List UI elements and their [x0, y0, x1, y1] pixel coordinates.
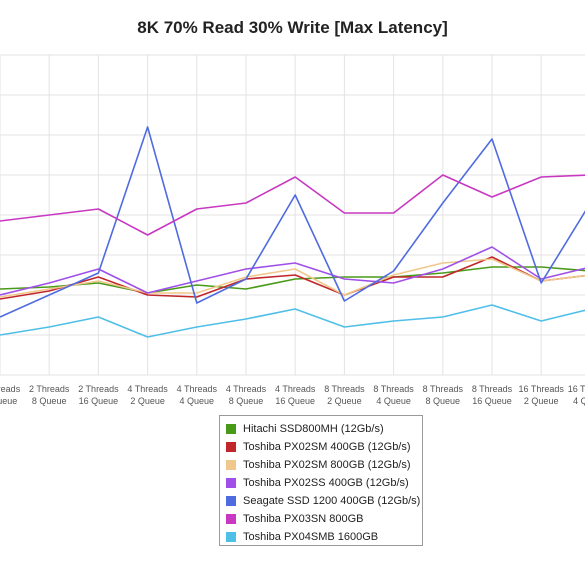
legend-label: Toshiba PX02SS 400GB (12Gb/s) [243, 477, 409, 489]
x-tick-label: 4 Queue [573, 396, 585, 406]
series-line [0, 304, 585, 338]
legend-label: Toshiba PX03SN 800GB [243, 513, 364, 525]
legend-label: Toshiba PX02SM 400GB (12Gb/s) [243, 441, 411, 453]
legend-label: Toshiba PX02SM 800GB (12Gb/s) [243, 459, 411, 471]
series-line [0, 266, 585, 294]
legend-swatch [226, 424, 236, 434]
series-line [0, 258, 585, 298]
x-tick-label: 4 Queue [376, 396, 411, 406]
grid-lines [0, 54, 585, 376]
legend-item: Toshiba PX04SMB 1600GB [226, 528, 422, 546]
legend-item: Hitachi SSD800MH (12Gb/s) [226, 420, 422, 438]
x-tick-label: 8 Threads [373, 384, 414, 394]
series-line [0, 126, 585, 318]
legend-item: Seagate SSD 1200 400GB (12Gb/s) [226, 492, 422, 510]
x-tick-label: 2 Threads [29, 384, 70, 394]
legend-item: Toshiba PX03SN 800GB [226, 510, 422, 528]
legend-swatch [226, 532, 236, 542]
x-tick-label: 2 Threads [0, 384, 21, 394]
x-tick-label: 4 Threads [127, 384, 168, 394]
x-tick-label: 2 Threads [78, 384, 119, 394]
legend-swatch [226, 460, 236, 470]
x-tick-label: 16 Queue [472, 396, 512, 406]
legend-swatch [226, 514, 236, 524]
x-tick-label: 8 Queue [32, 396, 67, 406]
x-tick-label: 16 Threads [568, 384, 585, 394]
chart-legend: Hitachi SSD800MH (12Gb/s) Toshiba PX02SM … [219, 415, 423, 546]
x-tick-label: 16 Queue [79, 396, 119, 406]
chart-title: 8K 70% Read 30% Write [Max Latency] [137, 18, 448, 37]
x-tick-label: 2 Queue [327, 396, 362, 406]
x-tick-label: 2 Queue [524, 396, 559, 406]
x-tick-label: 4 Threads [275, 384, 316, 394]
x-tick-label: 4 Threads [226, 384, 267, 394]
series-lines [0, 126, 585, 338]
x-tick-label: 8 Threads [324, 384, 365, 394]
legend-item: Toshiba PX02SM 800GB (12Gb/s) [226, 456, 422, 474]
x-tick-label: 4 Queue [0, 396, 17, 406]
x-tick-label: 16 Queue [275, 396, 315, 406]
series-line [0, 256, 585, 300]
x-tick-label: 4 Queue [180, 396, 215, 406]
x-tick-label: 4 Threads [177, 384, 218, 394]
x-tick-label: 8 Queue [229, 396, 264, 406]
legend-item: Toshiba PX02SS 400GB (12Gb/s) [226, 474, 422, 492]
x-tick-label: 2 Queue [130, 396, 165, 406]
x-axis-tick-labels: 2 Threads 4 Queue 2 Threads 8 Queue 2 Thread… [0, 384, 585, 406]
legend-item: Toshiba PX02SM 400GB (12Gb/s) [226, 438, 422, 456]
x-tick-label: 8 Threads [472, 384, 513, 394]
legend-swatch [226, 496, 236, 506]
x-tick-label: 8 Queue [426, 396, 461, 406]
legend-swatch [226, 478, 236, 488]
legend-label: Toshiba PX04SMB 1600GB [243, 531, 379, 543]
series-line [0, 174, 585, 236]
legend-swatch [226, 442, 236, 452]
x-tick-label: 8 Threads [423, 384, 464, 394]
x-tick-label: 16 Threads [519, 384, 565, 394]
series-line [0, 246, 585, 296]
legend-label: Seagate SSD 1200 400GB (12Gb/s) [243, 495, 421, 507]
legend-label: Hitachi SSD800MH (12Gb/s) [243, 423, 384, 435]
